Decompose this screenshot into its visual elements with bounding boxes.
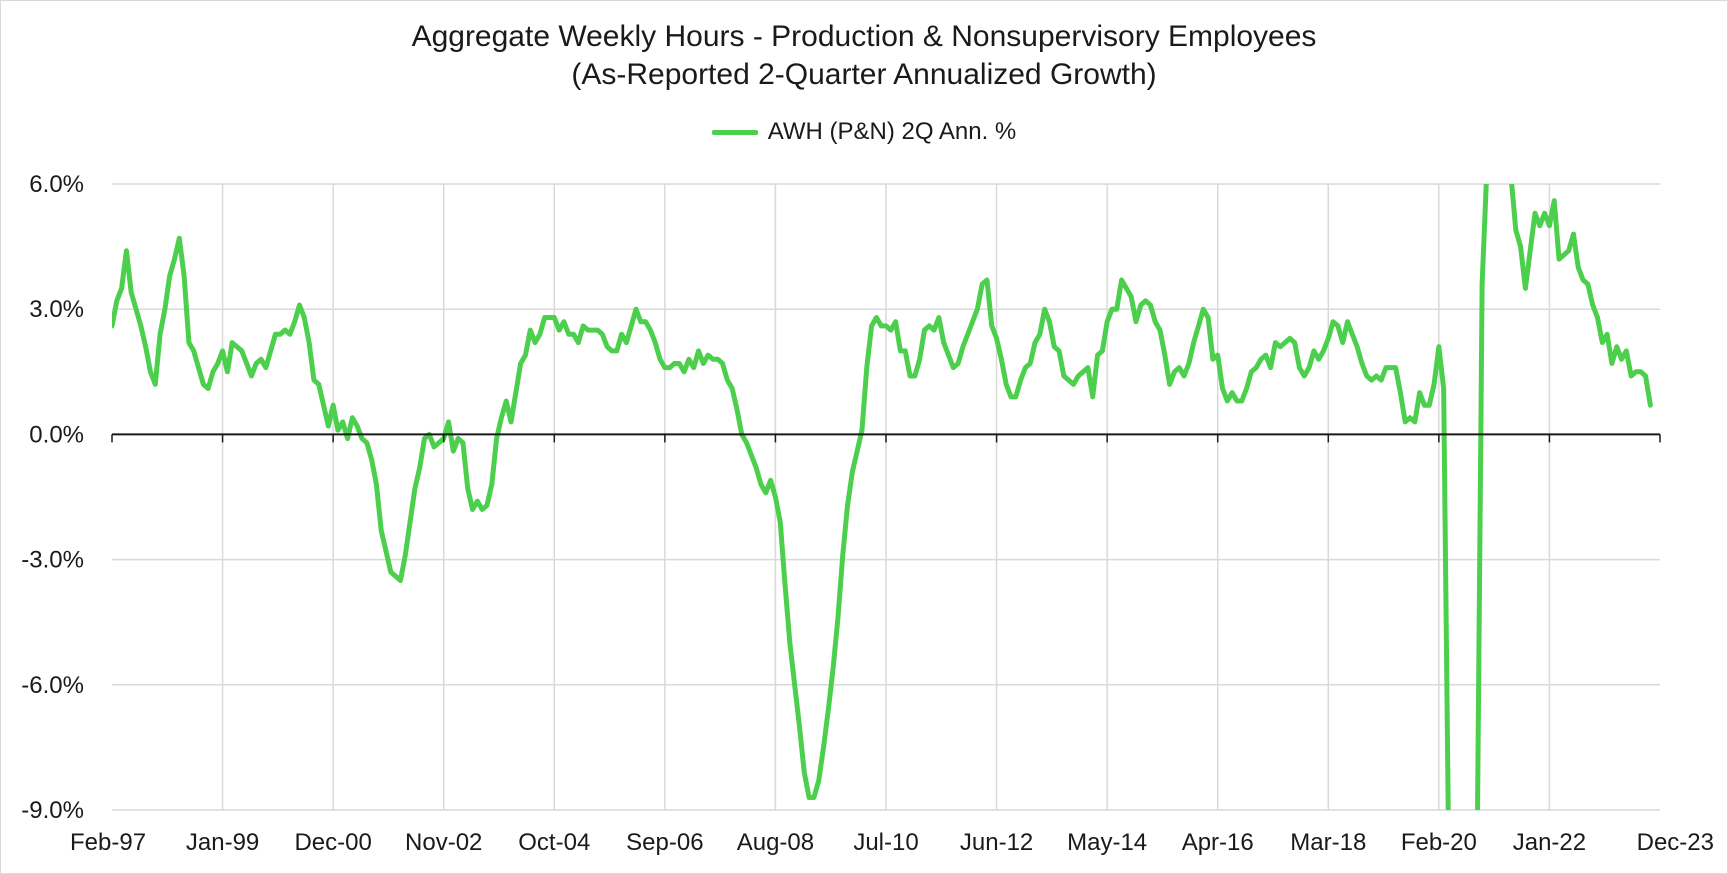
x-tick-label: Jan-22 [1513, 829, 1586, 856]
legend-swatch-awh [711, 129, 758, 135]
x-tick-label: Jan-99 [186, 829, 259, 856]
y-tick-label: -6.0% [21, 672, 84, 699]
x-tick-label: Mar-18 [1290, 829, 1366, 856]
grid-lines [112, 183, 1660, 811]
chart-title: Aggregate Weekly Hours - Production & No… [411, 20, 1317, 53]
x-tick-label: Jun-12 [960, 829, 1033, 856]
x-tick-label: Feb-20 [1401, 829, 1477, 856]
x-tick-label: Nov-02 [405, 829, 482, 856]
chart-subtitle: (As-Reported 2-Quarter Annualized Growth… [571, 58, 1157, 91]
y-tick-label: -9.0% [21, 797, 84, 824]
chart-title-block: Aggregate Weekly Hours - Production & No… [0, 18, 1728, 94]
y-tick-label: 0.0% [29, 421, 84, 448]
x-tick-label: Dec-00 [294, 829, 371, 856]
x-tick-label: Feb-97 [70, 829, 146, 856]
tick-labels: 6.0% 3.0% 0.0% -3.0% -6.0% -9.0% Feb-97 Jan-99 D… [21, 171, 1714, 856]
x-tick-label: Apr-16 [1182, 829, 1254, 856]
series-layer [112, 184, 1653, 810]
x-tick-label: Aug-08 [737, 829, 814, 856]
x-tick-label: May-14 [1067, 829, 1147, 856]
axes [111, 433, 1661, 443]
x-tick-label: Sep-06 [626, 829, 703, 856]
x-tick-label: Jul-10 [853, 829, 918, 856]
x-tick-label: Dec-23 [1637, 829, 1714, 856]
y-tick-label: 3.0% [29, 296, 84, 323]
x-tick-label: Oct-04 [518, 829, 590, 856]
y-tick-label: 6.0% [29, 171, 84, 198]
y-tick-label: -3.0% [21, 547, 84, 574]
legend-label-awh: AWH (P&N) 2Q Ann. % [767, 118, 1017, 145]
chart-legend: AWH (P&N) 2Q Ann. % [0, 118, 1728, 146]
series-line-awh [112, 184, 1653, 810]
